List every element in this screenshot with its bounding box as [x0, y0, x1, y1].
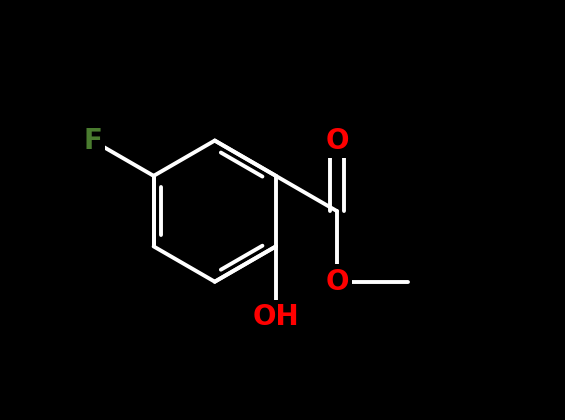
- Text: O: O: [325, 126, 349, 155]
- Text: F: F: [83, 126, 102, 155]
- Text: OH: OH: [253, 303, 299, 331]
- Text: O: O: [325, 268, 349, 296]
